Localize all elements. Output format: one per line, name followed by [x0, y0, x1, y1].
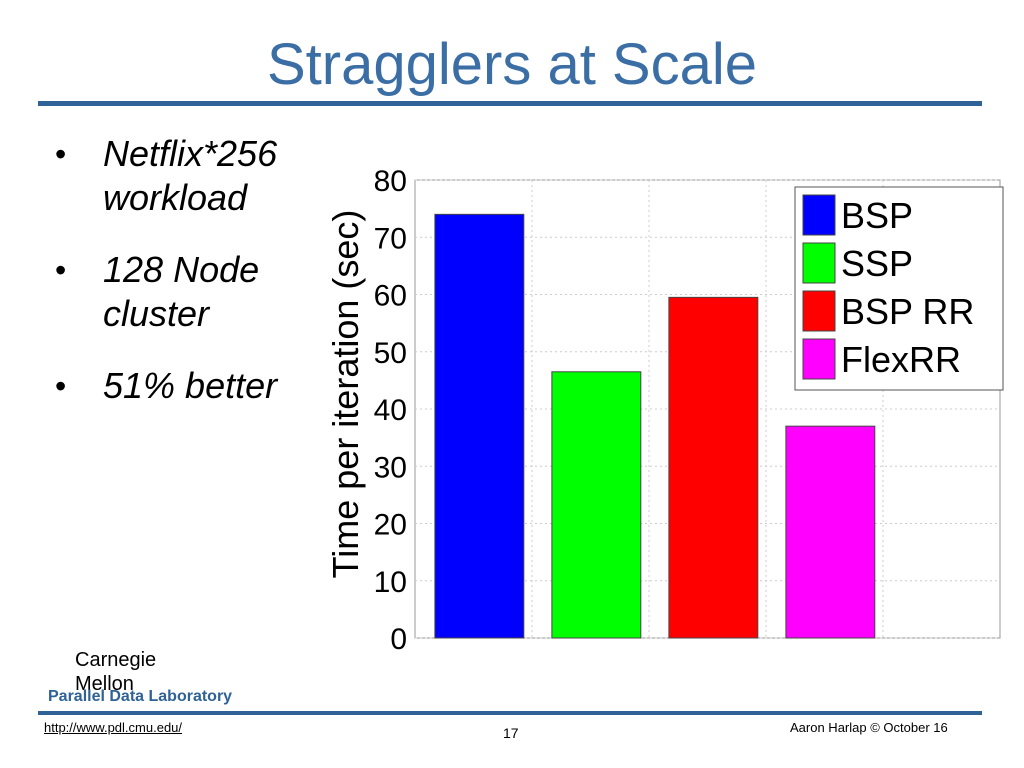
bullet-item: • Netflix*256 workload [55, 132, 335, 220]
footer-credit: Aaron Harlap © October 16 [790, 720, 948, 735]
bar [551, 371, 642, 639]
y-tick-label: 60 [374, 280, 407, 313]
bullet-dot-icon: • [55, 136, 67, 172]
y-tick-label: 20 [374, 509, 407, 542]
bullet-item: • 51% better [55, 364, 335, 408]
y-tick-label: 30 [374, 451, 407, 484]
legend-label: BSP RR [841, 291, 974, 332]
y-tick-label: 40 [374, 394, 407, 427]
bullet-text: 128 Node cluster [103, 249, 260, 334]
footer-link[interactable]: http://www.pdl.cmu.edu/ [44, 720, 183, 735]
lab-name: Parallel Data Laboratory [48, 688, 233, 705]
y-axis-label: Time per iteration (sec) [325, 210, 366, 579]
legend-swatch [802, 242, 836, 284]
y-tick-label: 70 [374, 222, 407, 255]
bullet-item: • 128 Node cluster [55, 248, 335, 336]
bar [668, 296, 759, 639]
legend-label: FlexRR [841, 339, 961, 380]
cmu-logo-text: Carnegie Mellon [75, 649, 157, 695]
legend-swatch [802, 194, 836, 236]
legend-label: SSP [841, 243, 913, 284]
title-divider [38, 101, 982, 106]
bullet-list: • Netflix*256 workload • 128 Node cluste… [55, 132, 335, 436]
bullet-dot-icon: • [55, 368, 67, 404]
slide-title: Stragglers at Scale [266, 32, 758, 97]
bullet-dot-icon: • [55, 252, 67, 288]
legend-label: BSP [841, 195, 913, 236]
bar [785, 425, 876, 639]
legend-swatch [802, 290, 836, 332]
y-tick-label: 0 [390, 623, 407, 656]
bullet-text: Netflix*256 workload [103, 133, 278, 218]
legend-swatch [802, 338, 836, 380]
y-tick-label: 50 [374, 337, 407, 370]
y-tick-label: 80 [374, 165, 407, 198]
footer-divider [38, 711, 982, 715]
bar [434, 213, 525, 639]
page-number: 17 [503, 725, 519, 741]
bullet-text: 51% better [103, 365, 278, 406]
y-tick-label: 10 [374, 566, 407, 599]
